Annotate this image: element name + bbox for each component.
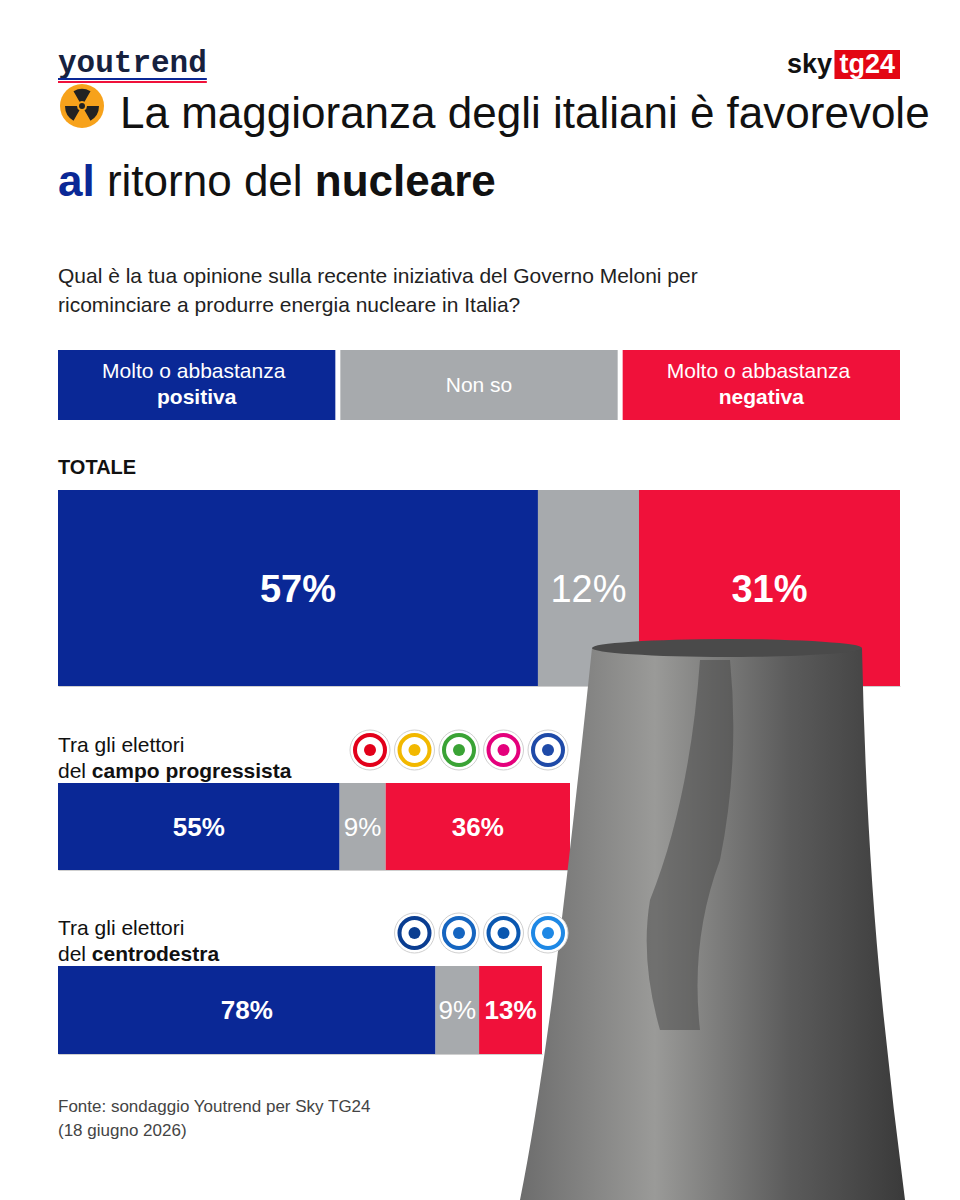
icon-part bbox=[79, 103, 85, 109]
legend-label: Molto o abbastanza positiva bbox=[102, 359, 291, 408]
icon-part bbox=[85, 106, 100, 121]
subtitle: Qual è la tua opinione sulla recente ini… bbox=[58, 264, 704, 316]
party-logo bbox=[395, 730, 435, 770]
data-label: 36% bbox=[452, 812, 504, 842]
party-logo-ring bbox=[489, 918, 519, 948]
bar bbox=[436, 966, 480, 1054]
data-label: 55% bbox=[173, 812, 225, 842]
party-logo-dot bbox=[453, 744, 465, 756]
party-logo-dot bbox=[542, 927, 554, 939]
tower-rim bbox=[592, 639, 862, 657]
party-logo bbox=[395, 913, 435, 953]
party-logo bbox=[528, 913, 568, 953]
party-logo-ring bbox=[400, 918, 430, 948]
party-logo-ring bbox=[533, 735, 563, 765]
party-logo bbox=[350, 730, 390, 770]
data-label: 78% bbox=[221, 995, 273, 1025]
party-logos bbox=[395, 913, 569, 953]
bar bbox=[58, 783, 340, 870]
bar bbox=[386, 783, 570, 870]
tower-body bbox=[520, 648, 905, 1200]
party-logo bbox=[484, 730, 524, 770]
party-logo-dot bbox=[409, 927, 421, 939]
party-logo-ring bbox=[489, 735, 519, 765]
party-logos bbox=[350, 730, 568, 770]
data-label: 9% bbox=[439, 995, 477, 1025]
party-logo-ring bbox=[533, 918, 563, 948]
party-logo-ring bbox=[444, 735, 474, 765]
bar bbox=[479, 966, 542, 1054]
cooling-tower bbox=[520, 639, 905, 1200]
broadcaster-box bbox=[834, 50, 900, 79]
broadcaster-logo: sky tg24 bbox=[787, 49, 895, 79]
category-label: Tra gli elettori del centrodestra bbox=[58, 916, 219, 965]
party-logo bbox=[528, 730, 568, 770]
bar bbox=[340, 783, 386, 870]
source: Fonte: sondaggio Youtrend per Sky TG24 (… bbox=[58, 1097, 375, 1140]
party-logo-dot bbox=[453, 927, 465, 939]
title: La maggioranza degli italiani è favorevo… bbox=[58, 88, 942, 205]
brand-underline bbox=[58, 78, 207, 80]
legend-swatch bbox=[623, 350, 900, 420]
legend-label: Molto o abbastanza negativa bbox=[667, 359, 856, 408]
data-label: 31% bbox=[731, 568, 807, 610]
tower-shade bbox=[647, 660, 734, 1030]
background bbox=[0, 0, 960, 1200]
party-logo bbox=[439, 730, 479, 770]
data-label: 12% bbox=[550, 568, 626, 610]
brand-underline bbox=[58, 81, 207, 83]
category-label: TOTALE bbox=[58, 456, 136, 478]
icon-part bbox=[74, 89, 91, 102]
bar bbox=[58, 490, 538, 686]
party-logo bbox=[484, 913, 524, 953]
x-axis bbox=[59, 870, 571, 871]
data-label: 57% bbox=[260, 568, 336, 610]
party-logo-ring bbox=[355, 735, 385, 765]
icon-part bbox=[65, 106, 80, 121]
party-logo-ring bbox=[444, 918, 474, 948]
data-label: 9% bbox=[344, 812, 382, 842]
legend-swatch bbox=[58, 350, 335, 420]
axis-domain bbox=[59, 870, 571, 871]
data-label: 13% bbox=[485, 995, 537, 1025]
radiation-icon bbox=[60, 84, 104, 128]
party-logo-ring bbox=[400, 735, 430, 765]
axis-domain bbox=[59, 1054, 543, 1055]
legend-label: Non so bbox=[446, 373, 513, 396]
party-logo-dot bbox=[498, 927, 510, 939]
party-logo bbox=[439, 913, 479, 953]
party-logo-dot bbox=[498, 744, 510, 756]
category-label: Tra gli elettori del campo progressista bbox=[58, 733, 292, 782]
party-logo-dot bbox=[364, 744, 376, 756]
party-logo-dot bbox=[409, 744, 421, 756]
brand-logo: youtrend bbox=[58, 46, 207, 81]
icon-part bbox=[60, 84, 104, 128]
infographic: youtrend sky tg24 La maggioranza degli ita… bbox=[0, 0, 960, 1200]
legend-swatch bbox=[340, 350, 617, 420]
x-axis bbox=[59, 1054, 543, 1055]
bar bbox=[58, 966, 436, 1054]
party-logo-dot bbox=[542, 744, 554, 756]
